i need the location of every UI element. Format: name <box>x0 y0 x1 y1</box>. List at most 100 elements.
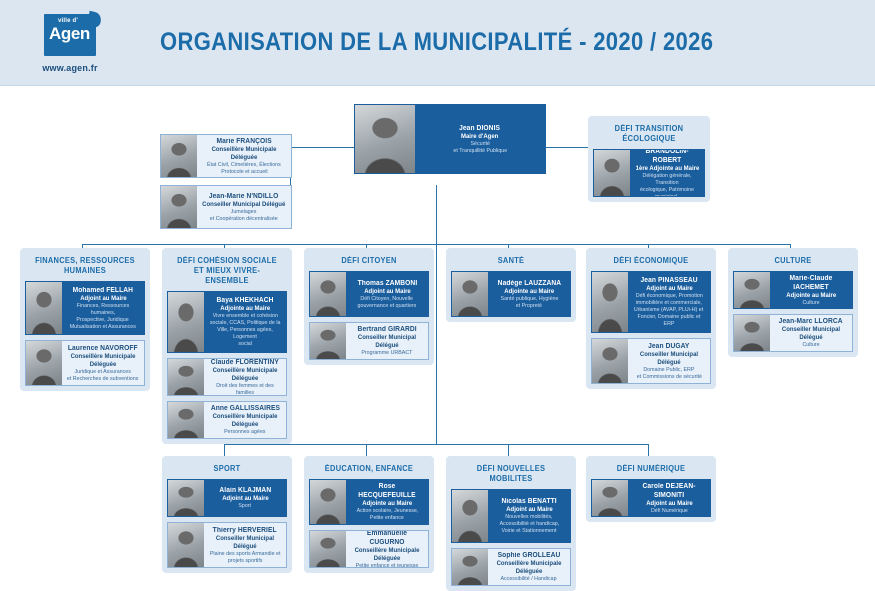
group-culture: CULTURE Marie-Claude IACHEMET Adjointe au … <box>728 248 858 357</box>
person-desc: Jumelages <box>231 208 257 215</box>
card-person[interactable]: Marie FRANÇOIS Conseillère Municipale Dé… <box>160 134 292 178</box>
card-person[interactable]: Baya KHEKHACH Adjointe au Maire Vivre ense… <box>167 291 287 353</box>
person-name: Alain KLAJMAN <box>219 487 271 494</box>
avatar <box>168 292 204 352</box>
avatar <box>452 549 488 585</box>
person-name: Jean DUGAY <box>648 342 690 350</box>
card-person[interactable]: Jean-Marc LLORCA Conseiller Municipal Dél… <box>733 314 853 352</box>
group-title: DÉFI NUMÉRIQUE <box>616 464 686 473</box>
person-role: Conseiller Municipal Délégué <box>202 200 286 208</box>
card-person[interactable]: Bertrand GIRARDI Conseiller Municipal Dél… <box>309 322 429 360</box>
card-person[interactable]: Mohamed FELLAH Adjoint au Maire Finances, … <box>25 281 145 335</box>
person-name: Sophie GROLLEAU <box>497 552 561 559</box>
person-desc: Sport <box>238 503 252 509</box>
person-role: Adjointe au Maire <box>220 305 270 312</box>
card-person[interactable]: Laurence NAVOROFF Conseillère Municipale … <box>25 340 145 386</box>
group-defi-economique: DÉFI ÉCONOMIQUE Jean PINASSEAU Adjoint au … <box>586 248 716 389</box>
card-person[interactable]: Thierry HERVERIEL Conseiller Municipal Dé… <box>167 522 287 568</box>
person-desc: social <box>238 341 252 347</box>
person-name: Thierry HERVERIEL <box>213 526 277 534</box>
group-sport: SPORT Alain KLAJMAN Adjoint au Maire Sport T… <box>162 456 292 573</box>
person-name: Bertrand GIRARDI <box>357 326 417 333</box>
group-defi-nouvelles-mobilites: DÉFI NOUVELLES MOBILITES Nicolas BENATTI A… <box>446 456 576 591</box>
person-name: Anne GALLISSAIRES <box>210 405 280 412</box>
connector-row2-drop-3 <box>508 444 509 456</box>
avatar <box>161 186 197 228</box>
person-desc: sociale, CCAS, Politique de la <box>209 320 281 326</box>
person-desc: Vivre ensemble et cohésion <box>212 313 278 319</box>
group-transition-ecologique: DÉFI TRANSITION ÉCOLOGIQUE Clémence BRAN… <box>588 116 710 202</box>
person-name: Jean PINASSEAU <box>640 277 698 284</box>
agen-logo[interactable]: ville d' Agen www.agen.fr <box>28 10 112 73</box>
card-person[interactable]: Jean DUGAY Conseiller Municipal Délégué Do… <box>591 338 711 384</box>
person-desc: Petite enfance et jeunesse <box>355 562 419 568</box>
person-desc: Culture <box>802 299 820 306</box>
card-person[interactable]: Anne GALLISSAIRES Conseillère Municipale … <box>167 401 287 439</box>
avatar <box>452 272 488 316</box>
connector-row2-drop-2 <box>366 444 367 456</box>
person-desc: Protocole et accueil <box>220 168 268 175</box>
person-role: Conseillère Municipale Déléguée <box>212 413 278 428</box>
mayor-info: Jean DIONIS Maire d'Agen Sécurité et Tra… <box>415 105 545 173</box>
avatar <box>594 150 630 196</box>
avatar <box>168 359 204 395</box>
person-name: Laurence NAVOROFF <box>68 344 138 352</box>
card-person[interactable]: Alain KLAJMAN Adjoint au Maire Sport <box>167 479 287 517</box>
group-title: FINANCES, RESSOURCES HUMAINES <box>35 256 135 275</box>
group-defi-cohesion-sociale-et-mieux-vivre-ensemble: DÉFI COHÉSION SOCIALE ET MIEUX VIVRE-ENSE… <box>162 248 292 444</box>
person-info: Claude FLORENTINY Conseillère Municipale … <box>204 359 286 395</box>
person-desc: Domaine Public, ERP <box>643 366 695 373</box>
person-role: Conseillère Municipale Déléguée <box>212 366 278 382</box>
avatar <box>310 272 346 316</box>
person-desc: Programme URBACT <box>361 350 413 356</box>
logo-url-text: www.agen.fr <box>42 63 98 73</box>
group-defi-citoyen: DÉFI CITOYEN Thomas ZAMBONI Adjoint au Mai… <box>304 248 434 365</box>
person-desc: Délégation générale, Transition <box>642 173 692 186</box>
card-person[interactable]: Rose HECQUEFEUILLE Adjointe au Maire Actio… <box>309 479 429 525</box>
person-role: 1ère Adjointe au Maire <box>635 165 699 172</box>
person-desc: Action scolaire, Jeunesse, <box>356 508 418 514</box>
avatar <box>310 531 346 567</box>
person-info: Nicolas BENATTI Adjoint au Maire Nouvelles… <box>488 490 570 542</box>
person-info: Nadège LAUZZANA Adjointe au Maire Santé pu… <box>488 272 570 316</box>
person-name: Emmanuelle CUGURNO <box>366 530 408 546</box>
person-desc: gouvernance et quartiers <box>357 302 417 309</box>
person-desc: Droit des femmes et des familles <box>216 382 274 396</box>
person-name: Mohamed FELLAH <box>72 286 134 294</box>
card-person[interactable]: Clémence BRANDOLIN-ROBERT 1ère Adjointe … <box>593 149 705 197</box>
person-desc: et Coopération décentralisée <box>210 215 278 222</box>
person-info: Mohamed FELLAH Adjoint au Maire Finances, … <box>62 282 144 334</box>
person-desc: Voirie et Stationnement <box>501 528 557 534</box>
card-person[interactable]: Thomas ZAMBONI Adjoint au Maire Défi Citoy… <box>309 271 429 317</box>
person-desc: et Commissions de sécurité <box>636 373 702 380</box>
card-person[interactable]: Emmanuelle CUGURNO Conseillère Municipale… <box>309 530 429 568</box>
person-role: Conseiller Municipal Délégué <box>781 326 841 341</box>
person-name: Claude FLORENTINY <box>210 358 280 366</box>
card-person[interactable]: Marie-Claude IACHEMET Adjointe au Maire Cu… <box>733 271 853 309</box>
person-role: Conseillère Municipale Déléguée <box>354 546 420 562</box>
person-desc: et Recherches de subventions <box>67 375 139 382</box>
person-name: Nadège LAUZZANA <box>497 279 561 287</box>
group-title: SPORT <box>213 464 241 473</box>
card-person[interactable]: Claude FLORENTINY Conseillère Municipale … <box>167 358 287 396</box>
person-info: Marie-Claude IACHEMET Adjointe au Maire Cu… <box>770 272 852 308</box>
person-info: Alain KLAJMAN Adjoint au Maire Sport <box>204 480 286 516</box>
card-person[interactable]: Jean-Marie N'NDILLO Conseiller Municipal… <box>160 185 292 229</box>
person-role: Adjoint au Maire <box>79 294 127 302</box>
connector-mayor-right <box>546 147 590 148</box>
person-desc: Accessibilité et handicap, <box>499 521 559 527</box>
card-person[interactable]: Nadège LAUZZANA Adjointe au Maire Santé pu… <box>451 271 571 317</box>
card-person[interactable]: Nicolas BENATTI Adjoint au Maire Nouvelles… <box>451 489 571 543</box>
connector-mayor-left-1 <box>290 147 354 148</box>
person-name: Nicolas BENATTI <box>501 498 557 505</box>
person-info: Jean DUGAY Conseiller Municipal Délégué Do… <box>628 339 710 383</box>
avatar <box>26 341 62 385</box>
person-name: Thomas ZAMBONI <box>357 279 417 287</box>
card-person[interactable]: Carole DEJEAN-SIMONITI Adjoint au Maire Dé… <box>591 479 711 517</box>
person-name: Marie FRANÇOIS <box>216 137 272 145</box>
card-person[interactable]: Sophie GROLLEAU Conseillère Municipale Dé… <box>451 548 571 586</box>
card-person[interactable]: Jean PINASSEAU Adjoint au Maire Défi écono… <box>591 271 711 333</box>
card-mayor[interactable]: Jean DIONIS Maire d'Agen Sécurité et Tra… <box>354 104 546 174</box>
person-desc: Urbanisme (AVAP, PLUi-H) et <box>634 307 704 313</box>
person-desc: Juridique et Assurances <box>74 368 132 375</box>
